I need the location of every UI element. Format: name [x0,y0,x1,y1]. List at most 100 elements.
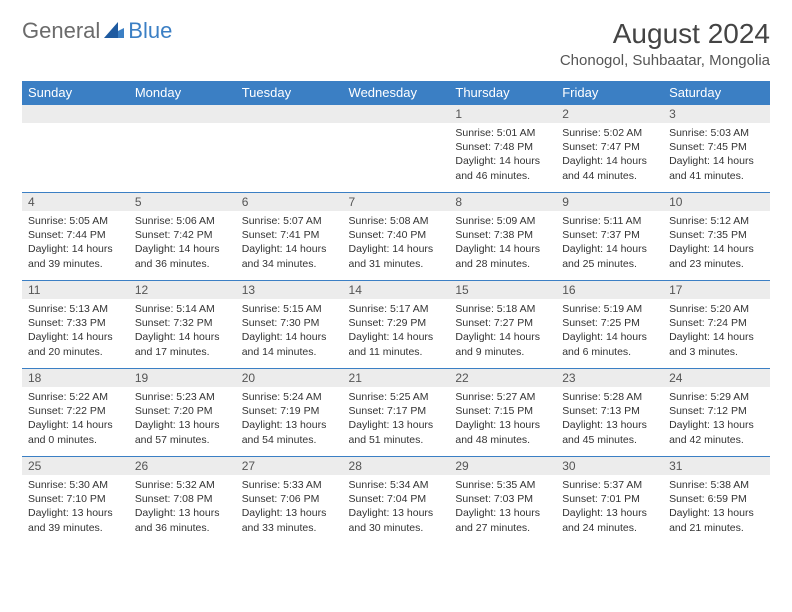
sunrise-text: Sunrise: 5:20 AM [669,302,764,316]
daylight-text: Daylight: 14 hours and 23 minutes. [669,242,764,270]
sunset-text: Sunset: 7:06 PM [242,492,337,506]
day-number: 20 [236,369,343,387]
calendar-week-row: 18Sunrise: 5:22 AMSunset: 7:22 PMDayligh… [22,369,770,457]
sunset-text: Sunset: 7:13 PM [562,404,657,418]
sunset-text: Sunset: 7:35 PM [669,228,764,242]
daylight-text: Daylight: 14 hours and 6 minutes. [562,330,657,358]
daylight-text: Daylight: 14 hours and 31 minutes. [349,242,444,270]
day-number: 22 [449,369,556,387]
day-number: 31 [663,457,770,475]
daylight-text: Daylight: 13 hours and 30 minutes. [349,506,444,534]
daylight-text: Daylight: 13 hours and 36 minutes. [135,506,230,534]
day-details: Sunrise: 5:30 AMSunset: 7:10 PMDaylight:… [22,475,129,539]
daylight-text: Daylight: 14 hours and 25 minutes. [562,242,657,270]
day-number: 6 [236,193,343,211]
calendar-day-cell: 25Sunrise: 5:30 AMSunset: 7:10 PMDayligh… [22,457,129,545]
calendar-day-cell: 3Sunrise: 5:03 AMSunset: 7:45 PMDaylight… [663,105,770,193]
daylight-text: Daylight: 14 hours and 11 minutes. [349,330,444,358]
day-number: 15 [449,281,556,299]
day-details: Sunrise: 5:12 AMSunset: 7:35 PMDaylight:… [663,211,770,275]
calendar-day-cell: 15Sunrise: 5:18 AMSunset: 7:27 PMDayligh… [449,281,556,369]
day-details: Sunrise: 5:06 AMSunset: 7:42 PMDaylight:… [129,211,236,275]
sunset-text: Sunset: 7:45 PM [669,140,764,154]
calendar-day-cell: 23Sunrise: 5:28 AMSunset: 7:13 PMDayligh… [556,369,663,457]
calendar-day-cell [22,105,129,193]
day-number: 19 [129,369,236,387]
day-details: Sunrise: 5:15 AMSunset: 7:30 PMDaylight:… [236,299,343,363]
day-number: 23 [556,369,663,387]
day-number: 8 [449,193,556,211]
calendar-week-row: 1Sunrise: 5:01 AMSunset: 7:48 PMDaylight… [22,105,770,193]
sunset-text: Sunset: 7:30 PM [242,316,337,330]
calendar-day-cell: 5Sunrise: 5:06 AMSunset: 7:42 PMDaylight… [129,193,236,281]
day-number: 13 [236,281,343,299]
sunset-text: Sunset: 7:38 PM [455,228,550,242]
sunset-text: Sunset: 7:19 PM [242,404,337,418]
weekday-header: Thursday [449,81,556,105]
calendar-body: 1Sunrise: 5:01 AMSunset: 7:48 PMDaylight… [22,105,770,545]
day-details: Sunrise: 5:09 AMSunset: 7:38 PMDaylight:… [449,211,556,275]
sunset-text: Sunset: 7:29 PM [349,316,444,330]
weekday-header: Friday [556,81,663,105]
sunset-text: Sunset: 7:40 PM [349,228,444,242]
calendar-day-cell: 26Sunrise: 5:32 AMSunset: 7:08 PMDayligh… [129,457,236,545]
location-subtitle: Chonogol, Suhbaatar, Mongolia [560,52,770,69]
sunrise-text: Sunrise: 5:29 AM [669,390,764,404]
day-details: Sunrise: 5:17 AMSunset: 7:29 PMDaylight:… [343,299,450,363]
sunrise-text: Sunrise: 5:11 AM [562,214,657,228]
calendar-day-cell: 12Sunrise: 5:14 AMSunset: 7:32 PMDayligh… [129,281,236,369]
calendar-week-row: 4Sunrise: 5:05 AMSunset: 7:44 PMDaylight… [22,193,770,281]
day-number: 2 [556,105,663,123]
sunset-text: Sunset: 7:20 PM [135,404,230,418]
day-details: Sunrise: 5:05 AMSunset: 7:44 PMDaylight:… [22,211,129,275]
sunrise-text: Sunrise: 5:17 AM [349,302,444,316]
sunrise-text: Sunrise: 5:18 AM [455,302,550,316]
weekday-header: Monday [129,81,236,105]
calendar-day-cell: 21Sunrise: 5:25 AMSunset: 7:17 PMDayligh… [343,369,450,457]
logo-flag-icon [104,18,124,44]
sunrise-text: Sunrise: 5:14 AM [135,302,230,316]
calendar-day-cell: 30Sunrise: 5:37 AMSunset: 7:01 PMDayligh… [556,457,663,545]
sunrise-text: Sunrise: 5:30 AM [28,478,123,492]
weekday-header: Wednesday [343,81,450,105]
sunset-text: Sunset: 7:41 PM [242,228,337,242]
calendar-day-cell: 7Sunrise: 5:08 AMSunset: 7:40 PMDaylight… [343,193,450,281]
day-details: Sunrise: 5:18 AMSunset: 7:27 PMDaylight:… [449,299,556,363]
daylight-text: Daylight: 13 hours and 24 minutes. [562,506,657,534]
daylight-text: Daylight: 14 hours and 9 minutes. [455,330,550,358]
sunset-text: Sunset: 7:25 PM [562,316,657,330]
day-details: Sunrise: 5:29 AMSunset: 7:12 PMDaylight:… [663,387,770,451]
sunset-text: Sunset: 7:12 PM [669,404,764,418]
calendar-day-cell: 22Sunrise: 5:27 AMSunset: 7:15 PMDayligh… [449,369,556,457]
calendar-day-cell [236,105,343,193]
weekday-header: Saturday [663,81,770,105]
day-details: Sunrise: 5:27 AMSunset: 7:15 PMDaylight:… [449,387,556,451]
daylight-text: Daylight: 14 hours and 3 minutes. [669,330,764,358]
daylight-text: Daylight: 13 hours and 51 minutes. [349,418,444,446]
sunset-text: Sunset: 7:42 PM [135,228,230,242]
month-title: August 2024 [560,18,770,50]
day-number: 10 [663,193,770,211]
sunrise-text: Sunrise: 5:22 AM [28,390,123,404]
sunrise-text: Sunrise: 5:32 AM [135,478,230,492]
daylight-text: Daylight: 13 hours and 21 minutes. [669,506,764,534]
day-number [236,105,343,123]
sunrise-text: Sunrise: 5:13 AM [28,302,123,316]
sunset-text: Sunset: 7:03 PM [455,492,550,506]
sunset-text: Sunset: 7:44 PM [28,228,123,242]
day-number: 5 [129,193,236,211]
sunrise-text: Sunrise: 5:33 AM [242,478,337,492]
day-details: Sunrise: 5:03 AMSunset: 7:45 PMDaylight:… [663,123,770,187]
calendar-day-cell: 17Sunrise: 5:20 AMSunset: 7:24 PMDayligh… [663,281,770,369]
day-number: 11 [22,281,129,299]
daylight-text: Daylight: 14 hours and 41 minutes. [669,154,764,182]
calendar-day-cell: 13Sunrise: 5:15 AMSunset: 7:30 PMDayligh… [236,281,343,369]
daylight-text: Daylight: 14 hours and 17 minutes. [135,330,230,358]
day-details: Sunrise: 5:25 AMSunset: 7:17 PMDaylight:… [343,387,450,451]
day-details: Sunrise: 5:20 AMSunset: 7:24 PMDaylight:… [663,299,770,363]
title-block: August 2024 Chonogol, Suhbaatar, Mongoli… [560,18,770,69]
day-number: 28 [343,457,450,475]
weekday-header-row: Sunday Monday Tuesday Wednesday Thursday… [22,81,770,105]
calendar-day-cell: 28Sunrise: 5:34 AMSunset: 7:04 PMDayligh… [343,457,450,545]
day-number: 18 [22,369,129,387]
